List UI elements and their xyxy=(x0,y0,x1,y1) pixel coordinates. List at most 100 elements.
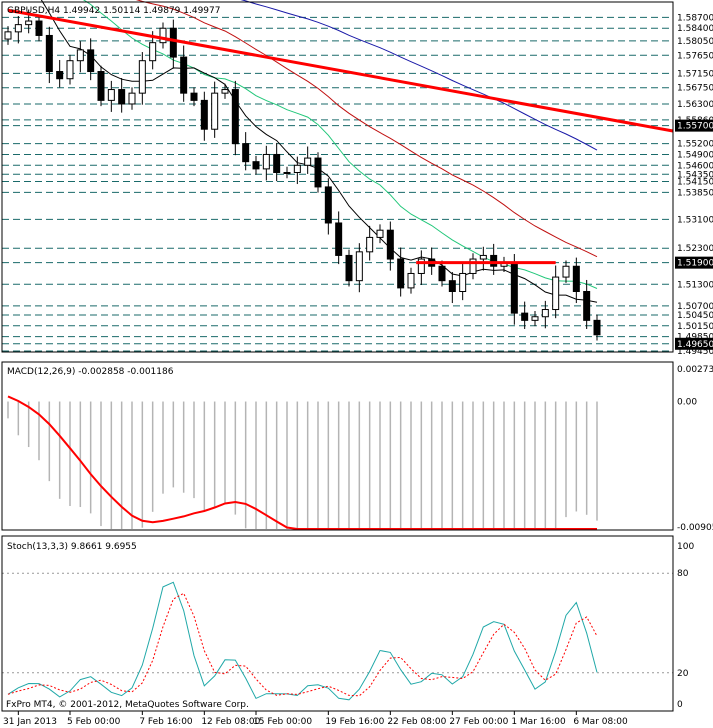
time-axis-label: 12 Feb 08:00 xyxy=(201,717,260,727)
price-axis-label: 1.51300 xyxy=(677,280,713,290)
price-axis-label: 1.57150 xyxy=(677,69,713,79)
price-axis-label: 1.50700 xyxy=(677,302,713,312)
candle-body xyxy=(345,254,353,282)
candle-body xyxy=(335,222,343,256)
candle-body xyxy=(386,229,394,260)
price-label-highlight xyxy=(675,337,713,350)
candle-body xyxy=(56,71,64,80)
candle-body xyxy=(510,262,518,314)
price-axis-label: 1.51900 xyxy=(677,259,713,269)
candle-body xyxy=(97,71,105,101)
time-axis: 31 Jan 2013 5 Feb 00:00 7 Feb 16:00 12 Feb … xyxy=(3,711,628,727)
price-axis-label: 1.56750 xyxy=(677,84,713,94)
price-pane[interactable]: GBPUSD,H4 1.49942 1.50114 1.49879 1.4997… xyxy=(1,0,713,357)
candle-body xyxy=(35,20,43,36)
candle-body xyxy=(541,309,549,318)
stochastic-main-line xyxy=(7,581,598,701)
candle-body xyxy=(190,92,198,101)
price-axis-label: 1.54600 xyxy=(677,161,713,171)
time-axis-label: 5 Feb 00:00 xyxy=(67,717,121,727)
stochastic-header: Stoch(13,3,3) 9.8661 9.6955 xyxy=(7,542,137,552)
macd-pane-frame xyxy=(1,361,674,531)
candle-body xyxy=(107,89,115,101)
macd-signal xyxy=(7,395,597,530)
candle-body xyxy=(252,161,260,170)
macd-axis: 0.002736 0.00 -0.00905 xyxy=(677,365,713,533)
trendlines[interactable] xyxy=(7,8,674,265)
macd-pane[interactable]: MACD(12,26,9) -0.002858 -0.001186 0.0027… xyxy=(1,361,713,533)
candle-body xyxy=(87,49,95,73)
stochastic-axis-label: 80 xyxy=(677,569,689,579)
candle-body xyxy=(324,186,332,224)
candle-body xyxy=(314,157,322,188)
candle-body xyxy=(25,20,33,26)
candle-body xyxy=(490,254,498,267)
price-axis-label: 1.57650 xyxy=(677,51,713,61)
macd-signal-line xyxy=(7,395,597,530)
price-axis-label: 1.49650 xyxy=(677,340,713,350)
time-axis-label: 19 Feb 16:00 xyxy=(325,717,384,727)
moving-average-line xyxy=(40,0,598,303)
candle-body xyxy=(283,171,291,174)
time-axis-label: 15 Feb 00:00 xyxy=(253,717,312,727)
candle-body xyxy=(397,258,405,289)
candle-body xyxy=(304,157,312,166)
price-axis-label: 1.58700 xyxy=(677,13,713,23)
price-axis-label: 1.49850 xyxy=(677,333,713,343)
candle-body xyxy=(552,276,560,311)
price-axis-label: 1.53100 xyxy=(677,215,713,225)
candle-body xyxy=(138,60,146,94)
candle-body xyxy=(293,164,301,173)
price-axis-label: 1.54150 xyxy=(677,178,713,188)
stochastic-axis-label: 20 xyxy=(677,669,689,679)
candle-body xyxy=(355,251,363,282)
macd-histogram xyxy=(7,401,598,529)
time-axis-label: 31 Jan 2013 xyxy=(3,717,57,727)
stochastic-pane[interactable]: Stoch(13,3,3) 9.8661 9.6955 100 80 20 0 FxP… xyxy=(1,535,694,712)
macd-axis-label: 0.002736 xyxy=(677,365,713,375)
trendline[interactable] xyxy=(7,8,674,133)
price-axis-label: 1.50450 xyxy=(677,311,713,321)
price-axis-label: 1.58400 xyxy=(677,24,713,34)
candle-body xyxy=(221,89,229,94)
price-axis-label: 1.49450 xyxy=(677,347,713,357)
stochastic-axis-label: 100 xyxy=(677,542,694,552)
candle-body xyxy=(169,27,177,58)
macd-header: MACD(12,26,9) -0.002858 -0.001186 xyxy=(7,367,174,377)
price-label-highlight xyxy=(675,256,713,269)
stochastic-levels xyxy=(2,572,673,674)
stochastic-axis: 100 80 20 0 xyxy=(677,542,694,710)
moving-average-line xyxy=(240,0,598,151)
stochastic-signal-line xyxy=(7,592,598,697)
price-label-highlight xyxy=(675,119,713,132)
candle-body xyxy=(242,143,250,163)
stochastic-axis-label: 0 xyxy=(677,700,683,710)
candle-body xyxy=(273,153,281,173)
candle-body xyxy=(45,34,53,73)
stochastic-lines xyxy=(7,581,598,701)
candle-body xyxy=(66,60,74,80)
candle-body xyxy=(180,56,188,94)
price-axis-label: 1.54350 xyxy=(677,170,713,180)
time-axis-label: 27 Feb 00:00 xyxy=(449,717,508,727)
price-header: GBPUSD,H4 1.49942 1.50114 1.49879 1.4997… xyxy=(7,6,220,16)
macd-axis-label: -0.00905 xyxy=(677,523,713,533)
candle-body xyxy=(366,236,374,253)
stochastic-pane-frame xyxy=(1,535,674,712)
price-axis-label: 1.52300 xyxy=(677,244,713,254)
candle-body xyxy=(448,280,456,292)
price-axis-label: 1.55200 xyxy=(677,140,713,150)
macd-axis-label: 0.00 xyxy=(677,398,697,408)
candle-body xyxy=(479,254,487,260)
candle-body xyxy=(521,312,529,321)
candle-body xyxy=(4,31,12,40)
price-axis-label: 1.54900 xyxy=(677,150,713,160)
candle-body xyxy=(438,265,446,282)
price-axis-label: 1.50150 xyxy=(677,322,713,332)
candle-body xyxy=(200,99,208,130)
time-axis-label: 6 Mar 08:00 xyxy=(573,717,628,727)
price-axis-label: 1.56300 xyxy=(677,100,713,110)
price-axis-label: 1.55700 xyxy=(677,122,713,132)
